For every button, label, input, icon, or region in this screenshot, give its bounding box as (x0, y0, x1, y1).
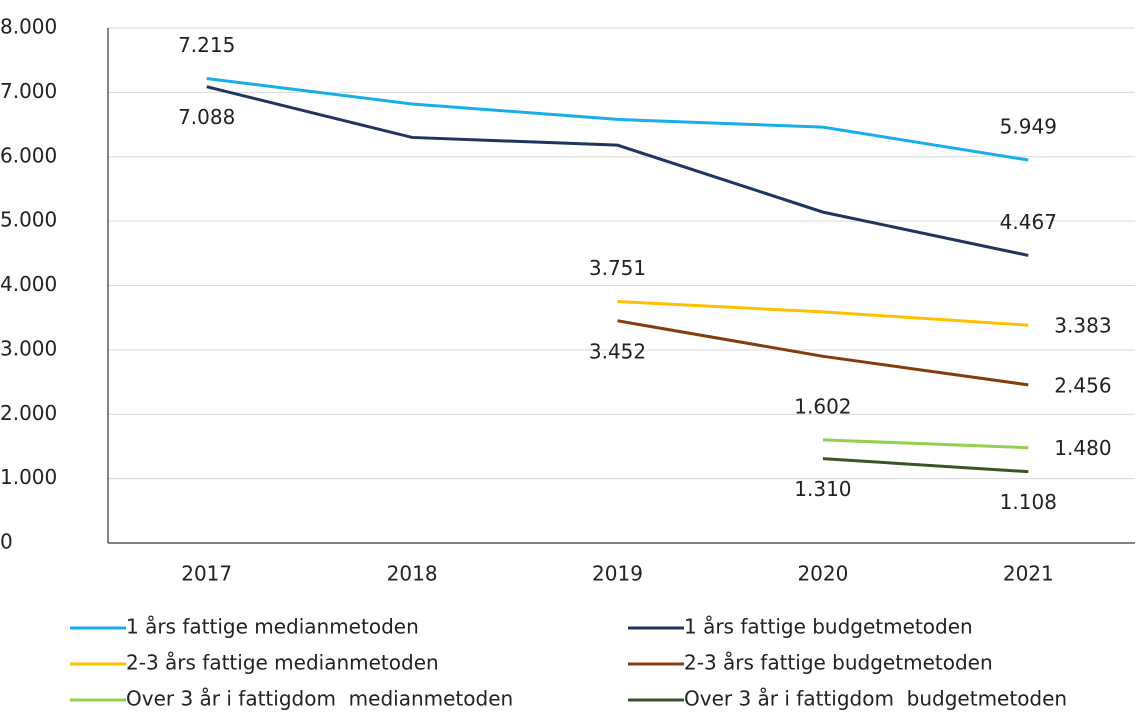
series-line (206, 85, 1029, 257)
series-line (206, 77, 1029, 162)
data-label: 1.480 (1054, 436, 1111, 460)
data-label: 3.383 (1054, 314, 1111, 338)
x-tick-label: 2017 (181, 562, 232, 586)
data-label: 3.452 (589, 339, 646, 363)
data-label: 1.602 (794, 394, 851, 418)
x-tick-label: 2020 (797, 562, 848, 586)
y-tick-label: 3.000 (0, 336, 57, 360)
y-tick-label: 6.000 (0, 143, 57, 167)
series-line (617, 300, 1029, 327)
x-tick-label: 2019 (592, 562, 643, 586)
data-label: 5.949 (1000, 115, 1057, 139)
data-label: 2.456 (1054, 373, 1111, 397)
y-tick-label: 1.000 (0, 465, 57, 489)
legend-label: 1 års fattige medianmetoden (126, 615, 419, 639)
y-tick-label: 0 (0, 530, 13, 554)
data-label: 4.467 (1000, 210, 1057, 234)
x-tick-label: 2021 (1003, 562, 1054, 586)
y-tick-label: 7.000 (0, 79, 57, 103)
series-line (822, 457, 1029, 474)
series-line (617, 319, 1029, 387)
data-label: 1.310 (794, 477, 851, 501)
series-line (822, 438, 1029, 450)
y-tick-label: 5.000 (0, 208, 57, 232)
legend-label: 1 års fattige budgetmetoden (684, 615, 973, 639)
data-label: 3.751 (589, 256, 646, 280)
data-label: 7.215 (178, 33, 235, 57)
data-label: 1.108 (1000, 490, 1057, 514)
legend-label: 2-3 års fattige medianmetoden (126, 651, 439, 675)
y-tick-label: 8.000 (0, 15, 57, 39)
legend-label: Over 3 år i fattigdom medianmetoden (126, 687, 513, 711)
x-tick-label: 2018 (387, 562, 438, 586)
legend-label: 2-3 års fattige budgetmetoden (684, 651, 993, 675)
y-tick-label: 4.000 (0, 272, 57, 296)
legend-label: Over 3 år i fattigdom budgetmetoden (684, 687, 1067, 711)
y-tick-label: 2.000 (0, 401, 57, 425)
data-label: 7.088 (178, 105, 235, 129)
